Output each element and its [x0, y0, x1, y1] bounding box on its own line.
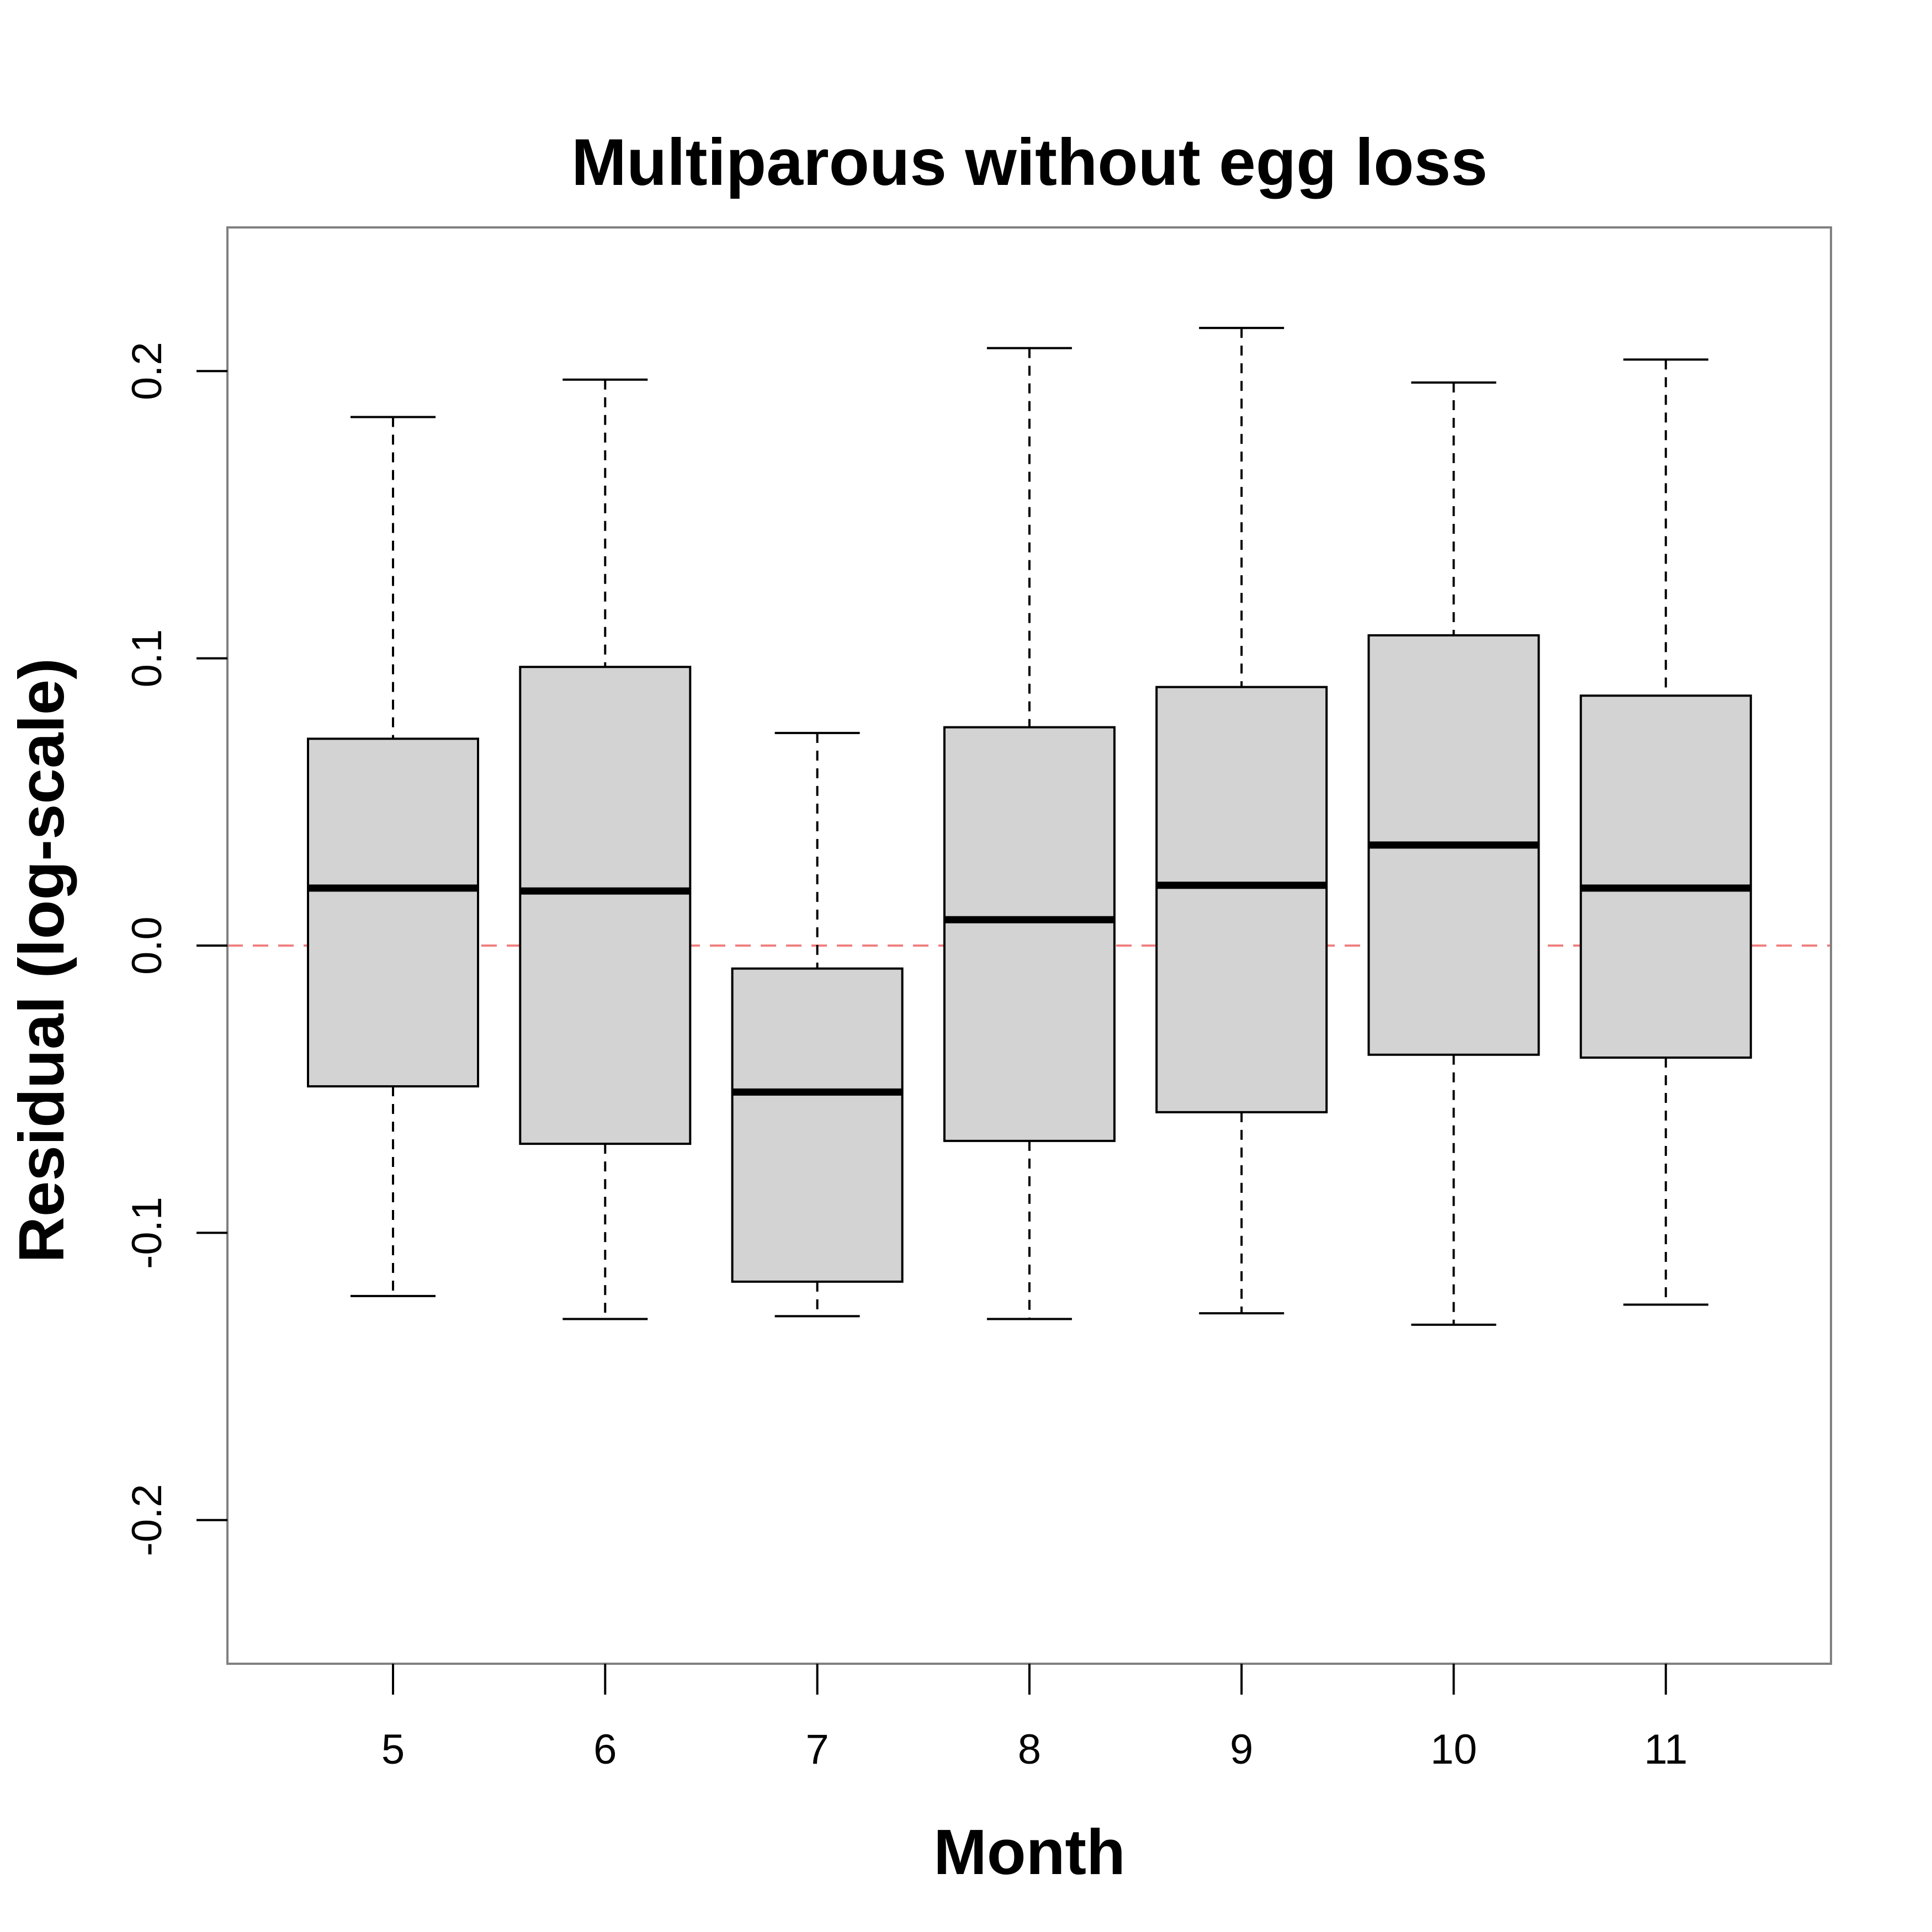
- y-tick-label: -0.1: [124, 1197, 171, 1269]
- plot-area: -0.2 -0.1 0.0 0.1 0.2 5 6 7 8 9 10 11: [124, 226, 1832, 1773]
- box-iqr: [519, 666, 692, 1145]
- x-tick-label: 10: [1430, 1726, 1477, 1773]
- x-tick-label: 6: [593, 1726, 617, 1773]
- x-tick-label: 5: [381, 1726, 405, 1773]
- x-tick-label: 11: [1644, 1726, 1687, 1773]
- box-iqr: [943, 726, 1116, 1142]
- x-tick-label: 8: [1018, 1726, 1041, 1773]
- x-tick-label: 7: [805, 1726, 829, 1773]
- box-iqr: [1155, 686, 1328, 1113]
- x-tick-label: 9: [1230, 1726, 1253, 1773]
- y-tick-label: 0.2: [124, 342, 171, 400]
- box-iqr: [731, 967, 904, 1283]
- box-iqr: [307, 737, 479, 1087]
- y-tick-label: -0.2: [124, 1484, 171, 1556]
- chart-title: Multiparous without egg loss: [571, 125, 1488, 199]
- box-iqr: [1579, 694, 1752, 1059]
- y-tick-label: 0.0: [124, 916, 171, 975]
- x-axis-label: Month: [933, 1816, 1126, 1888]
- y-axis-label: Residual (log-scale): [6, 658, 77, 1263]
- y-tick-label: 0.1: [124, 629, 171, 688]
